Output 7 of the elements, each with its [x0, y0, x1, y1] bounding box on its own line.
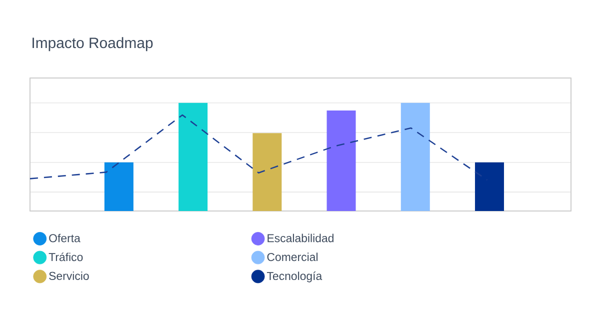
legend-label: Escalabilidad — [268, 234, 334, 242]
legend-label: Servicio — [49, 272, 89, 280]
legend-label: Oferta — [49, 234, 80, 242]
chart-title: Impacto Roadmap — [32, 37, 153, 52]
legend-label: Tecnología — [266, 272, 322, 282]
legend-label: Tráfico — [48, 252, 83, 262]
legend-label: Comercial — [267, 252, 318, 262]
